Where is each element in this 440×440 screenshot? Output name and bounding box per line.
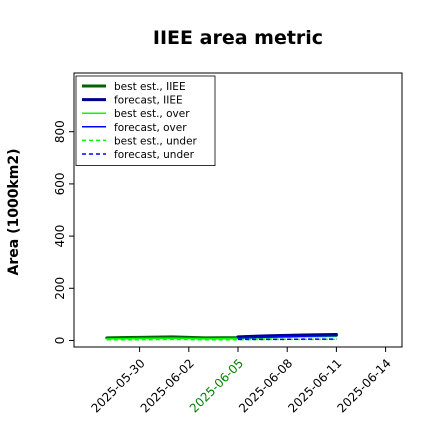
legend-label-5: forecast, under [114,149,195,161]
legend-label-2: best est., over [114,108,190,120]
legend-label-3: forecast, over [114,122,187,134]
y-tick-label-0: 0 [53,337,67,345]
legend-label-4: best est., under [114,135,198,147]
y-tick-label-2: 400 [53,225,67,248]
series-line-3 [237,335,338,339]
legend-box [75,75,216,166]
chart-title: IIEE area metric [153,27,323,49]
y-tick-label-4: 800 [53,120,67,143]
data-layer [105,332,338,341]
y-axis-label: Area (1000km2) [6,149,22,276]
y-tick-label-1: 200 [53,277,67,300]
legend-label-1: forecast, IIEE [114,95,183,107]
y-tick-label-3: 600 [53,172,67,195]
series-line-1 [236,332,338,339]
legend-label-0: best est., IIEE [114,81,186,93]
